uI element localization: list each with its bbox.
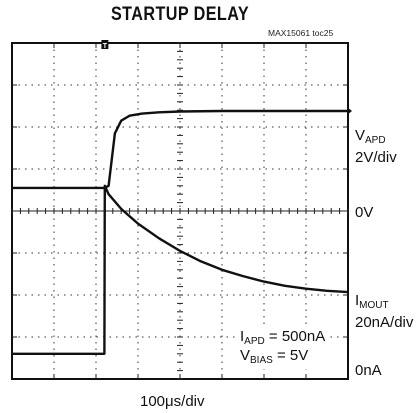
vapd-label: VAPD 2V/div: [355, 127, 397, 166]
trace-imout: [12, 184, 349, 355]
trace-vapd: [12, 109, 348, 190]
vbias-annotation: VBIAS = 5V: [238, 347, 311, 369]
x-axis-label: 100μs/div: [140, 393, 205, 410]
trigger-marker-label: T: [103, 43, 108, 50]
markers: T: [101, 40, 352, 116]
iapd-annotation: IAPD = 500nA: [238, 328, 328, 350]
zero-amp-label: 0nA: [355, 362, 382, 379]
traces: [12, 109, 349, 355]
chart-title: STARTUP DELAY: [110, 4, 250, 25]
channel-level-marker-icon: [347, 107, 352, 116]
trigger-marker-icon: [101, 40, 109, 49]
imout-label: IMOUT 20nA/div: [355, 292, 414, 331]
grid: [11, 42, 349, 380]
zero-volt-label: 0V: [355, 204, 374, 221]
figure-tag: MAX15061 toc25: [268, 28, 334, 38]
